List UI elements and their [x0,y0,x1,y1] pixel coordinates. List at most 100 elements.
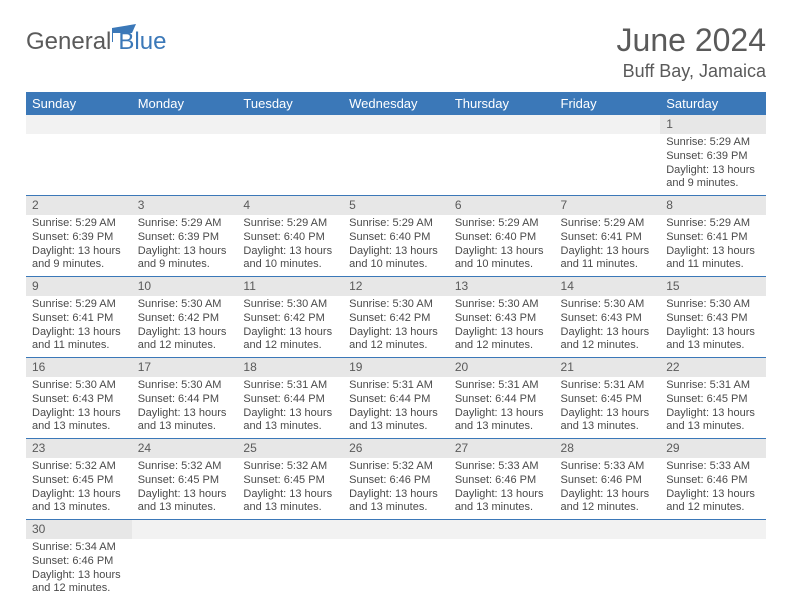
sunrise-line: Sunrise: 5:30 AM [32,379,126,393]
calendar-cell: 14Sunrise: 5:30 AMSunset: 6:43 PMDayligh… [555,277,661,358]
location-label: Buff Bay, Jamaica [617,61,766,82]
day-number: 26 [343,439,449,458]
day-body: Sunrise: 5:29 AMSunset: 6:40 PMDaylight:… [449,215,555,276]
sunrise-line: Sunrise: 5:29 AM [138,217,232,231]
daylight-line: Daylight: 13 hours and 9 minutes. [138,245,232,273]
calendar-cell: 24Sunrise: 5:32 AMSunset: 6:45 PMDayligh… [132,439,238,520]
brand-part2: Blue [118,28,166,56]
empty-daynum [555,520,661,539]
calendar-cell [237,115,343,196]
day-number: 9 [26,277,132,296]
calendar-cell: 6Sunrise: 5:29 AMSunset: 6:40 PMDaylight… [449,196,555,277]
sunrise-line: Sunrise: 5:33 AM [455,460,549,474]
empty-daynum [132,520,238,539]
calendar-cell: 5Sunrise: 5:29 AMSunset: 6:40 PMDaylight… [343,196,449,277]
day-number: 13 [449,277,555,296]
daylight-line: Daylight: 13 hours and 12 minutes. [561,488,655,516]
day-body: Sunrise: 5:30 AMSunset: 6:43 PMDaylight:… [26,377,132,438]
calendar-row: 23Sunrise: 5:32 AMSunset: 6:45 PMDayligh… [26,439,766,520]
sunset-line: Sunset: 6:41 PM [32,312,126,326]
sunrise-line: Sunrise: 5:31 AM [243,379,337,393]
day-number: 2 [26,196,132,215]
calendar-row: 2Sunrise: 5:29 AMSunset: 6:39 PMDaylight… [26,196,766,277]
day-body: Sunrise: 5:32 AMSunset: 6:46 PMDaylight:… [343,458,449,519]
calendar-cell: 4Sunrise: 5:29 AMSunset: 6:40 PMDaylight… [237,196,343,277]
sunset-line: Sunset: 6:42 PM [349,312,443,326]
calendar-cell: 13Sunrise: 5:30 AMSunset: 6:43 PMDayligh… [449,277,555,358]
daylight-line: Daylight: 13 hours and 12 minutes. [666,488,760,516]
daylight-line: Daylight: 13 hours and 12 minutes. [561,326,655,354]
calendar-cell: 28Sunrise: 5:33 AMSunset: 6:46 PMDayligh… [555,439,661,520]
day-number: 8 [660,196,766,215]
calendar-cell: 30Sunrise: 5:34 AMSunset: 6:46 PMDayligh… [26,520,132,601]
calendar-cell [132,520,238,601]
sunset-line: Sunset: 6:46 PM [32,555,126,569]
day-body: Sunrise: 5:30 AMSunset: 6:43 PMDaylight:… [449,296,555,357]
weekday-header: Sunday [26,92,132,115]
daylight-line: Daylight: 13 hours and 13 minutes. [349,407,443,435]
calendar-cell: 11Sunrise: 5:30 AMSunset: 6:42 PMDayligh… [237,277,343,358]
day-number: 24 [132,439,238,458]
empty-daynum [237,115,343,134]
day-body: Sunrise: 5:29 AMSunset: 6:41 PMDaylight:… [26,296,132,357]
calendar-cell: 25Sunrise: 5:32 AMSunset: 6:45 PMDayligh… [237,439,343,520]
sunrise-line: Sunrise: 5:31 AM [455,379,549,393]
calendar-cell: 16Sunrise: 5:30 AMSunset: 6:43 PMDayligh… [26,358,132,439]
weekday-header: Tuesday [237,92,343,115]
day-number: 15 [660,277,766,296]
calendar-cell [343,115,449,196]
calendar-cell [237,520,343,601]
sunset-line: Sunset: 6:44 PM [455,393,549,407]
weekday-header: Friday [555,92,661,115]
weekday-header: Saturday [660,92,766,115]
calendar-cell: 9Sunrise: 5:29 AMSunset: 6:41 PMDaylight… [26,277,132,358]
title-block: June 2024 Buff Bay, Jamaica [617,22,766,82]
day-body: Sunrise: 5:33 AMSunset: 6:46 PMDaylight:… [555,458,661,519]
sunset-line: Sunset: 6:43 PM [455,312,549,326]
calendar-cell: 18Sunrise: 5:31 AMSunset: 6:44 PMDayligh… [237,358,343,439]
sunset-line: Sunset: 6:45 PM [32,474,126,488]
sunrise-line: Sunrise: 5:29 AM [243,217,337,231]
day-number: 10 [132,277,238,296]
daylight-line: Daylight: 13 hours and 9 minutes. [32,245,126,273]
calendar-cell: 23Sunrise: 5:32 AMSunset: 6:45 PMDayligh… [26,439,132,520]
sunset-line: Sunset: 6:45 PM [138,474,232,488]
daylight-line: Daylight: 13 hours and 10 minutes. [243,245,337,273]
sunrise-line: Sunrise: 5:33 AM [666,460,760,474]
sunset-line: Sunset: 6:45 PM [561,393,655,407]
daylight-line: Daylight: 13 hours and 13 minutes. [243,407,337,435]
sunset-line: Sunset: 6:39 PM [32,231,126,245]
day-body: Sunrise: 5:29 AMSunset: 6:40 PMDaylight:… [343,215,449,276]
calendar-row: 9Sunrise: 5:29 AMSunset: 6:41 PMDaylight… [26,277,766,358]
day-number: 16 [26,358,132,377]
calendar-cell: 12Sunrise: 5:30 AMSunset: 6:42 PMDayligh… [343,277,449,358]
calendar-row: 30Sunrise: 5:34 AMSunset: 6:46 PMDayligh… [26,520,766,601]
sunset-line: Sunset: 6:39 PM [138,231,232,245]
sunset-line: Sunset: 6:42 PM [138,312,232,326]
weekday-header-row: SundayMondayTuesdayWednesdayThursdayFrid… [26,92,766,115]
day-number: 5 [343,196,449,215]
sunrise-line: Sunrise: 5:29 AM [561,217,655,231]
calendar-cell [555,520,661,601]
sunrise-line: Sunrise: 5:33 AM [561,460,655,474]
sunset-line: Sunset: 6:43 PM [666,312,760,326]
sunrise-line: Sunrise: 5:32 AM [138,460,232,474]
daylight-line: Daylight: 13 hours and 12 minutes. [32,569,126,597]
day-number: 1 [660,115,766,134]
calendar-row: 1Sunrise: 5:29 AMSunset: 6:39 PMDaylight… [26,115,766,196]
weekday-header: Thursday [449,92,555,115]
day-number: 21 [555,358,661,377]
sunset-line: Sunset: 6:46 PM [561,474,655,488]
empty-daynum [660,520,766,539]
calendar-cell [449,115,555,196]
month-title: June 2024 [617,22,766,59]
sunset-line: Sunset: 6:40 PM [455,231,549,245]
daylight-line: Daylight: 13 hours and 13 minutes. [32,488,126,516]
day-body: Sunrise: 5:30 AMSunset: 6:42 PMDaylight:… [343,296,449,357]
calendar-row: 16Sunrise: 5:30 AMSunset: 6:43 PMDayligh… [26,358,766,439]
sunset-line: Sunset: 6:46 PM [349,474,443,488]
day-body: Sunrise: 5:30 AMSunset: 6:43 PMDaylight:… [660,296,766,357]
daylight-line: Daylight: 13 hours and 10 minutes. [349,245,443,273]
daylight-line: Daylight: 13 hours and 13 minutes. [32,407,126,435]
sunset-line: Sunset: 6:44 PM [349,393,443,407]
